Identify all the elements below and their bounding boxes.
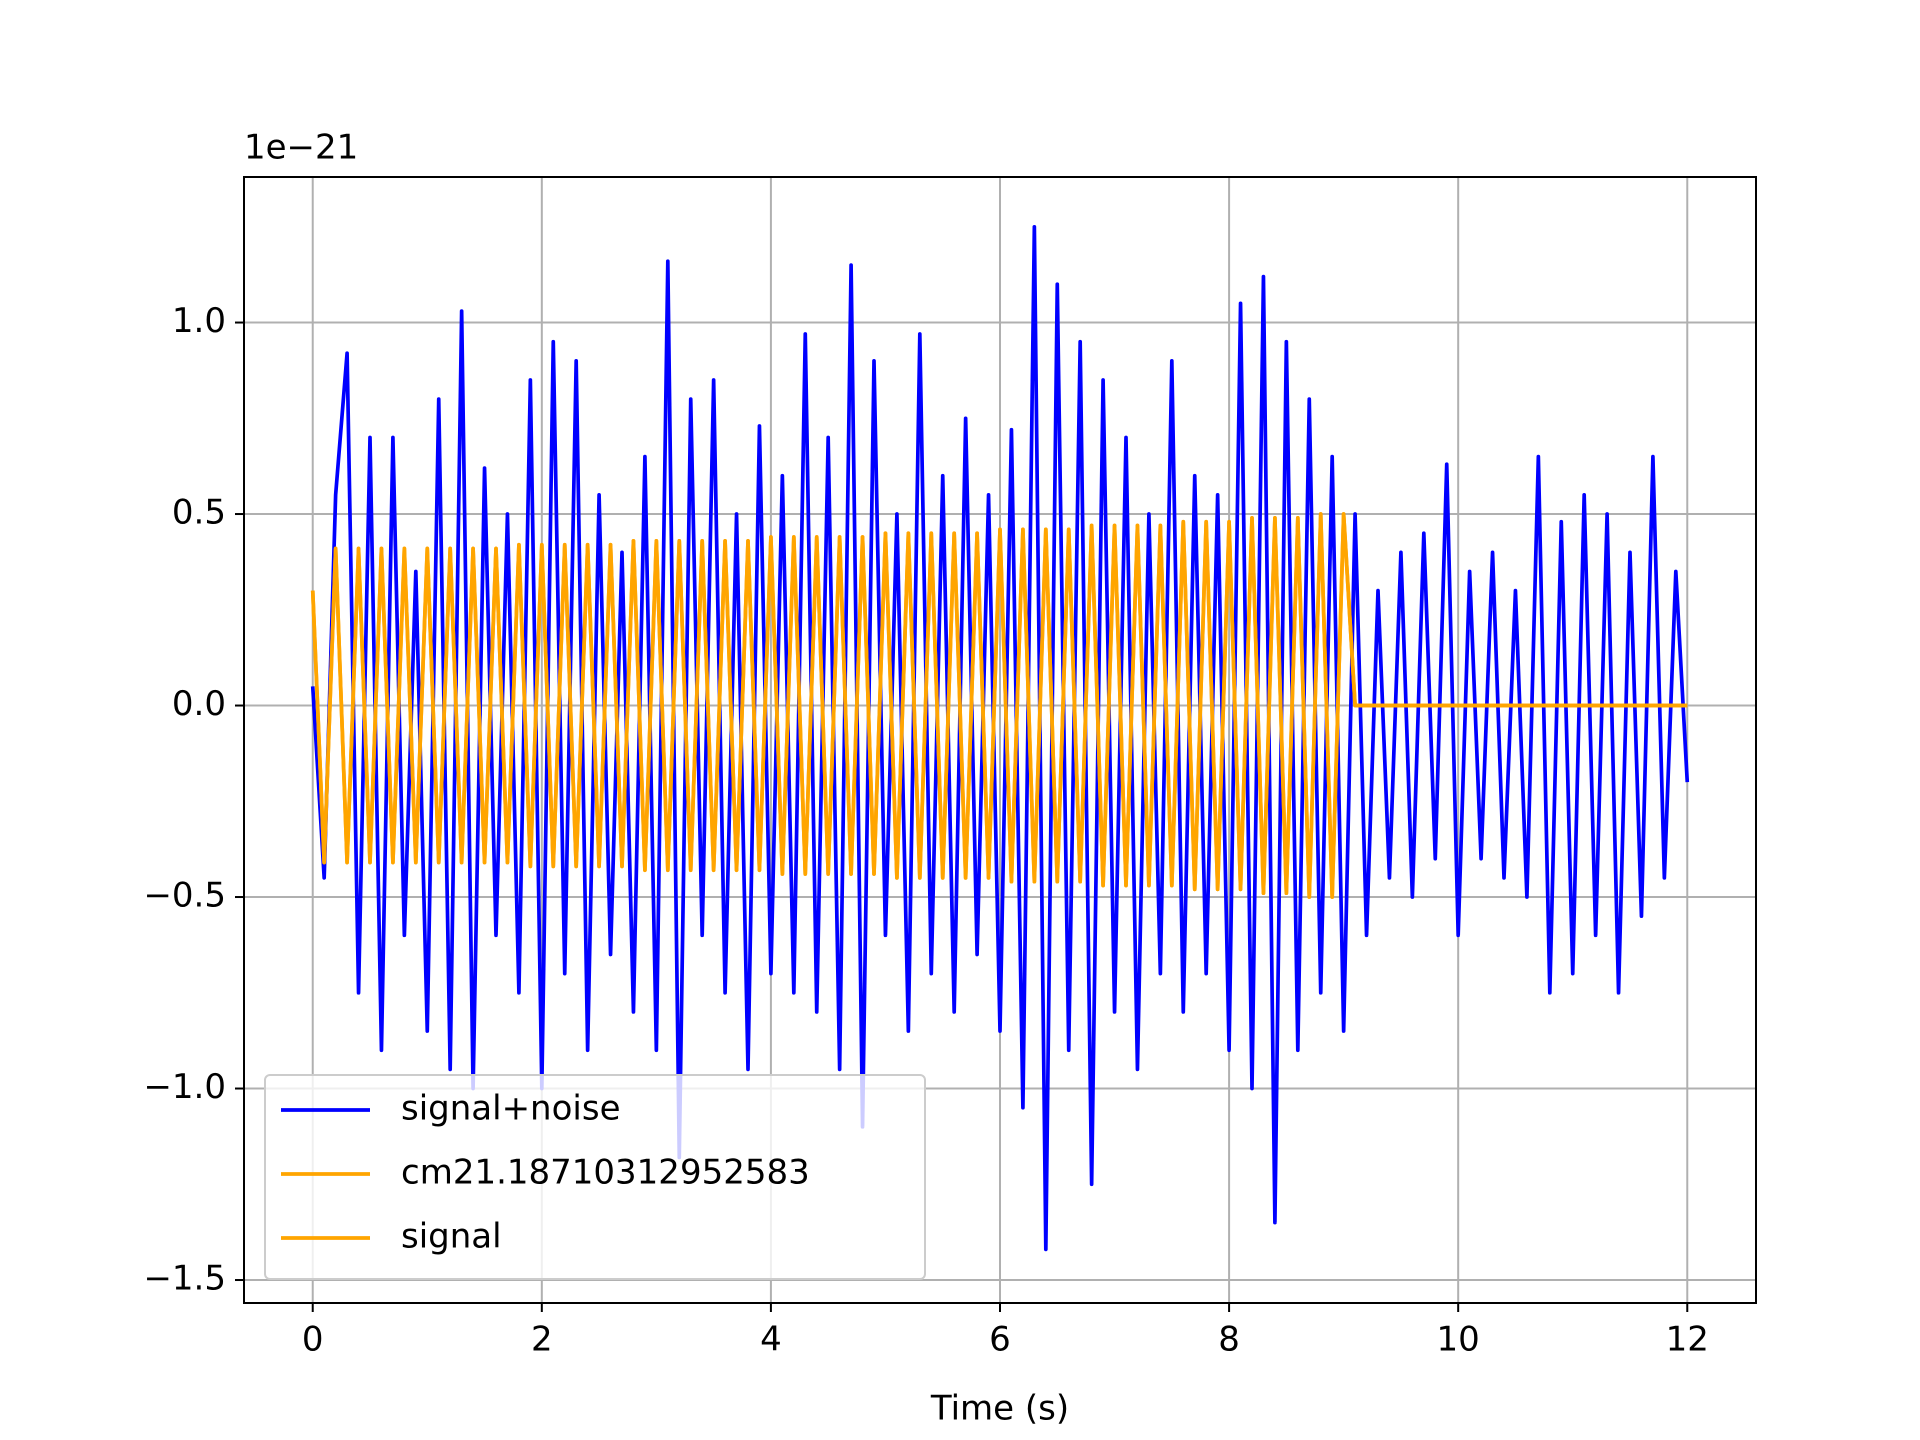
x-axis-label: Time (s) <box>930 1389 1069 1429</box>
legend-box <box>264 1074 926 1280</box>
y-tick-label: −0.5 <box>143 876 226 916</box>
y-tick-label: −1.0 <box>143 1067 226 1107</box>
x-tick-label: 4 <box>760 1320 782 1360</box>
y-tick-label: 1.0 <box>172 301 226 341</box>
y-offset-label: 1e−21 <box>244 128 358 168</box>
x-tick-label: 12 <box>1666 1320 1709 1360</box>
y-tick-label: −1.5 <box>143 1259 226 1299</box>
axes-frame <box>243 176 1757 1304</box>
x-tick-label: 2 <box>531 1320 553 1360</box>
y-tick-label: 0.5 <box>172 493 226 533</box>
legend-label: signal <box>401 1217 502 1257</box>
y-tick-label: 0.0 <box>172 684 226 724</box>
x-tick-label: 10 <box>1437 1320 1480 1360</box>
legend-label: signal+noise <box>401 1089 621 1129</box>
x-tick-label: 8 <box>1218 1320 1240 1360</box>
x-tick-label: 6 <box>989 1320 1011 1360</box>
series-line <box>310 512 1688 899</box>
legend-label: cm21.18710312952583 <box>401 1153 810 1193</box>
x-tick-label: 0 <box>302 1320 324 1360</box>
